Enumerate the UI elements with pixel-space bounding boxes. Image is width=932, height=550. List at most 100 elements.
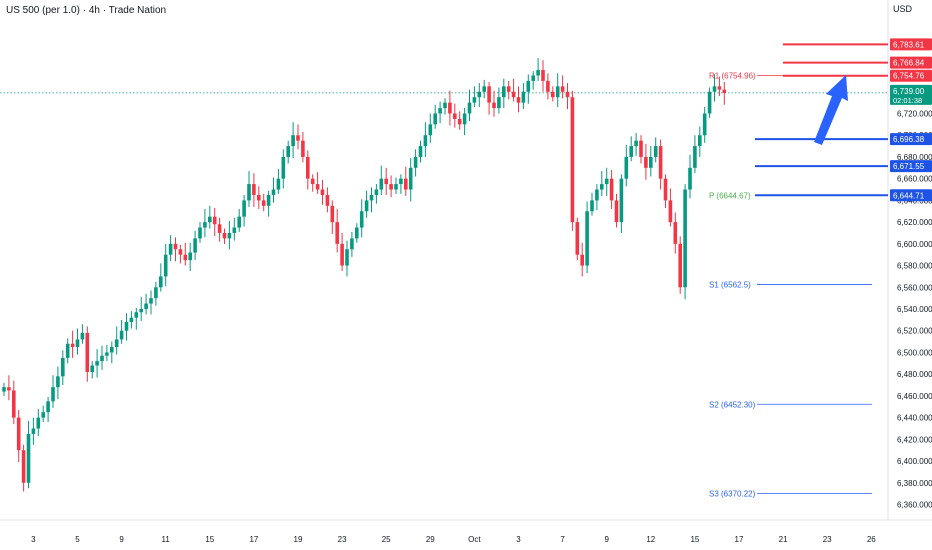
- candle-body: [95, 361, 99, 366]
- candle-body: [149, 298, 153, 304]
- x-tick-label: 3: [31, 535, 36, 544]
- candle-body: [271, 189, 276, 195]
- candle-countdown: 02:01:38: [893, 96, 922, 105]
- current-price-tag: [890, 84, 932, 105]
- candle-body: [16, 417, 21, 451]
- candle-body: [281, 156, 286, 179]
- candle-body: [61, 357, 65, 377]
- candle-body: [555, 86, 560, 98]
- candle-body: [208, 216, 212, 223]
- y-tick-label: 6,440.000: [897, 414, 932, 423]
- support-price-label: 6,671.55: [893, 162, 925, 171]
- current-price-label: 6,739.00: [893, 87, 925, 96]
- y-tick-label: 6,420.000: [897, 435, 932, 444]
- candle-body: [604, 178, 609, 185]
- candle-body: [477, 91, 482, 98]
- x-tick-label: 19: [294, 535, 303, 544]
- candle-body: [707, 91, 712, 114]
- candle-body: [443, 102, 447, 109]
- candle-body: [36, 417, 41, 429]
- resistance-price-tag: [890, 56, 932, 69]
- candle-body: [693, 146, 697, 168]
- candle-body: [389, 184, 393, 190]
- candle-body: [565, 91, 570, 98]
- candle-body: [310, 178, 315, 185]
- candle-body: [345, 249, 349, 266]
- candle-body: [590, 200, 594, 212]
- candle-body: [12, 390, 16, 418]
- candle-body: [644, 156, 648, 168]
- candle-body: [335, 222, 339, 244]
- y-tick-label: 6,360.000: [897, 501, 932, 510]
- candle-body: [408, 167, 413, 190]
- candle-body: [266, 194, 271, 206]
- resistance-price-tag: [890, 38, 932, 51]
- candle-body: [585, 211, 589, 266]
- candle-body: [276, 178, 281, 190]
- candle-body: [21, 450, 26, 483]
- candle-body: [560, 86, 565, 92]
- pivot-label-s1: S1 (6562.5): [709, 281, 751, 290]
- currency-label[interactable]: USD: [893, 4, 913, 14]
- candle-body: [634, 140, 638, 147]
- pivot-label-p: P (6644.67): [709, 191, 751, 200]
- candle-body: [551, 91, 555, 98]
- y-tick-label: 6,520.000: [897, 327, 932, 336]
- candle-body: [438, 108, 442, 114]
- candle-body: [457, 118, 462, 125]
- y-tick-label: 6,480.000: [897, 370, 932, 379]
- y-tick-label: 6,460.000: [897, 392, 932, 401]
- candle-body: [355, 227, 359, 239]
- candle-body: [129, 317, 134, 323]
- candle-body: [31, 428, 36, 434]
- candle-body: [237, 216, 241, 228]
- y-tick-label: 6,720.000: [897, 110, 932, 119]
- candle-body: [683, 189, 687, 288]
- support-price-tag: [890, 133, 932, 146]
- candle-body: [653, 146, 658, 157]
- candle-body: [673, 222, 678, 244]
- resistance-price-label: 6,754.76: [893, 72, 925, 81]
- candle-body: [100, 355, 104, 362]
- candle-body: [286, 146, 290, 157]
- support-price-tag: [890, 160, 932, 173]
- candle-body: [717, 86, 722, 90]
- support-price-label: 6,696.38: [893, 135, 925, 144]
- candle-body: [306, 156, 310, 179]
- candle-body: [257, 194, 261, 201]
- candle-body: [614, 200, 619, 223]
- candle-body: [247, 184, 251, 201]
- candle-body: [678, 243, 682, 288]
- candle-body: [649, 156, 653, 168]
- candle-body: [492, 102, 496, 109]
- candle-body: [364, 200, 369, 212]
- candle-body: [252, 184, 256, 195]
- candle-body: [46, 401, 50, 413]
- candle-body: [227, 232, 232, 239]
- candle-body: [320, 189, 325, 195]
- candle-body: [413, 156, 418, 168]
- candle-body: [467, 102, 472, 114]
- x-tick-label: 25: [382, 535, 391, 544]
- candle-body: [663, 178, 668, 201]
- x-tick-label: 12: [646, 535, 655, 544]
- candle-body: [526, 80, 531, 92]
- candle-body: [232, 227, 237, 233]
- candle-body: [688, 167, 692, 190]
- pivot-label-s3: S3 (6370.22): [709, 489, 756, 498]
- candle-body: [110, 347, 114, 353]
- x-tick-label: 21: [779, 535, 788, 544]
- candle-body: [541, 70, 545, 81]
- candle-body: [7, 387, 11, 391]
- candle-body: [222, 232, 227, 239]
- candle-body: [399, 178, 403, 185]
- y-tick-label: 6,540.000: [897, 305, 932, 314]
- candle-body: [379, 178, 384, 190]
- candle-body: [242, 200, 246, 217]
- candle-body: [369, 194, 374, 201]
- candle-body: [394, 184, 398, 190]
- resistance-price-label: 6,766.84: [893, 59, 925, 68]
- candle-body: [163, 254, 168, 277]
- candle-body: [183, 254, 188, 261]
